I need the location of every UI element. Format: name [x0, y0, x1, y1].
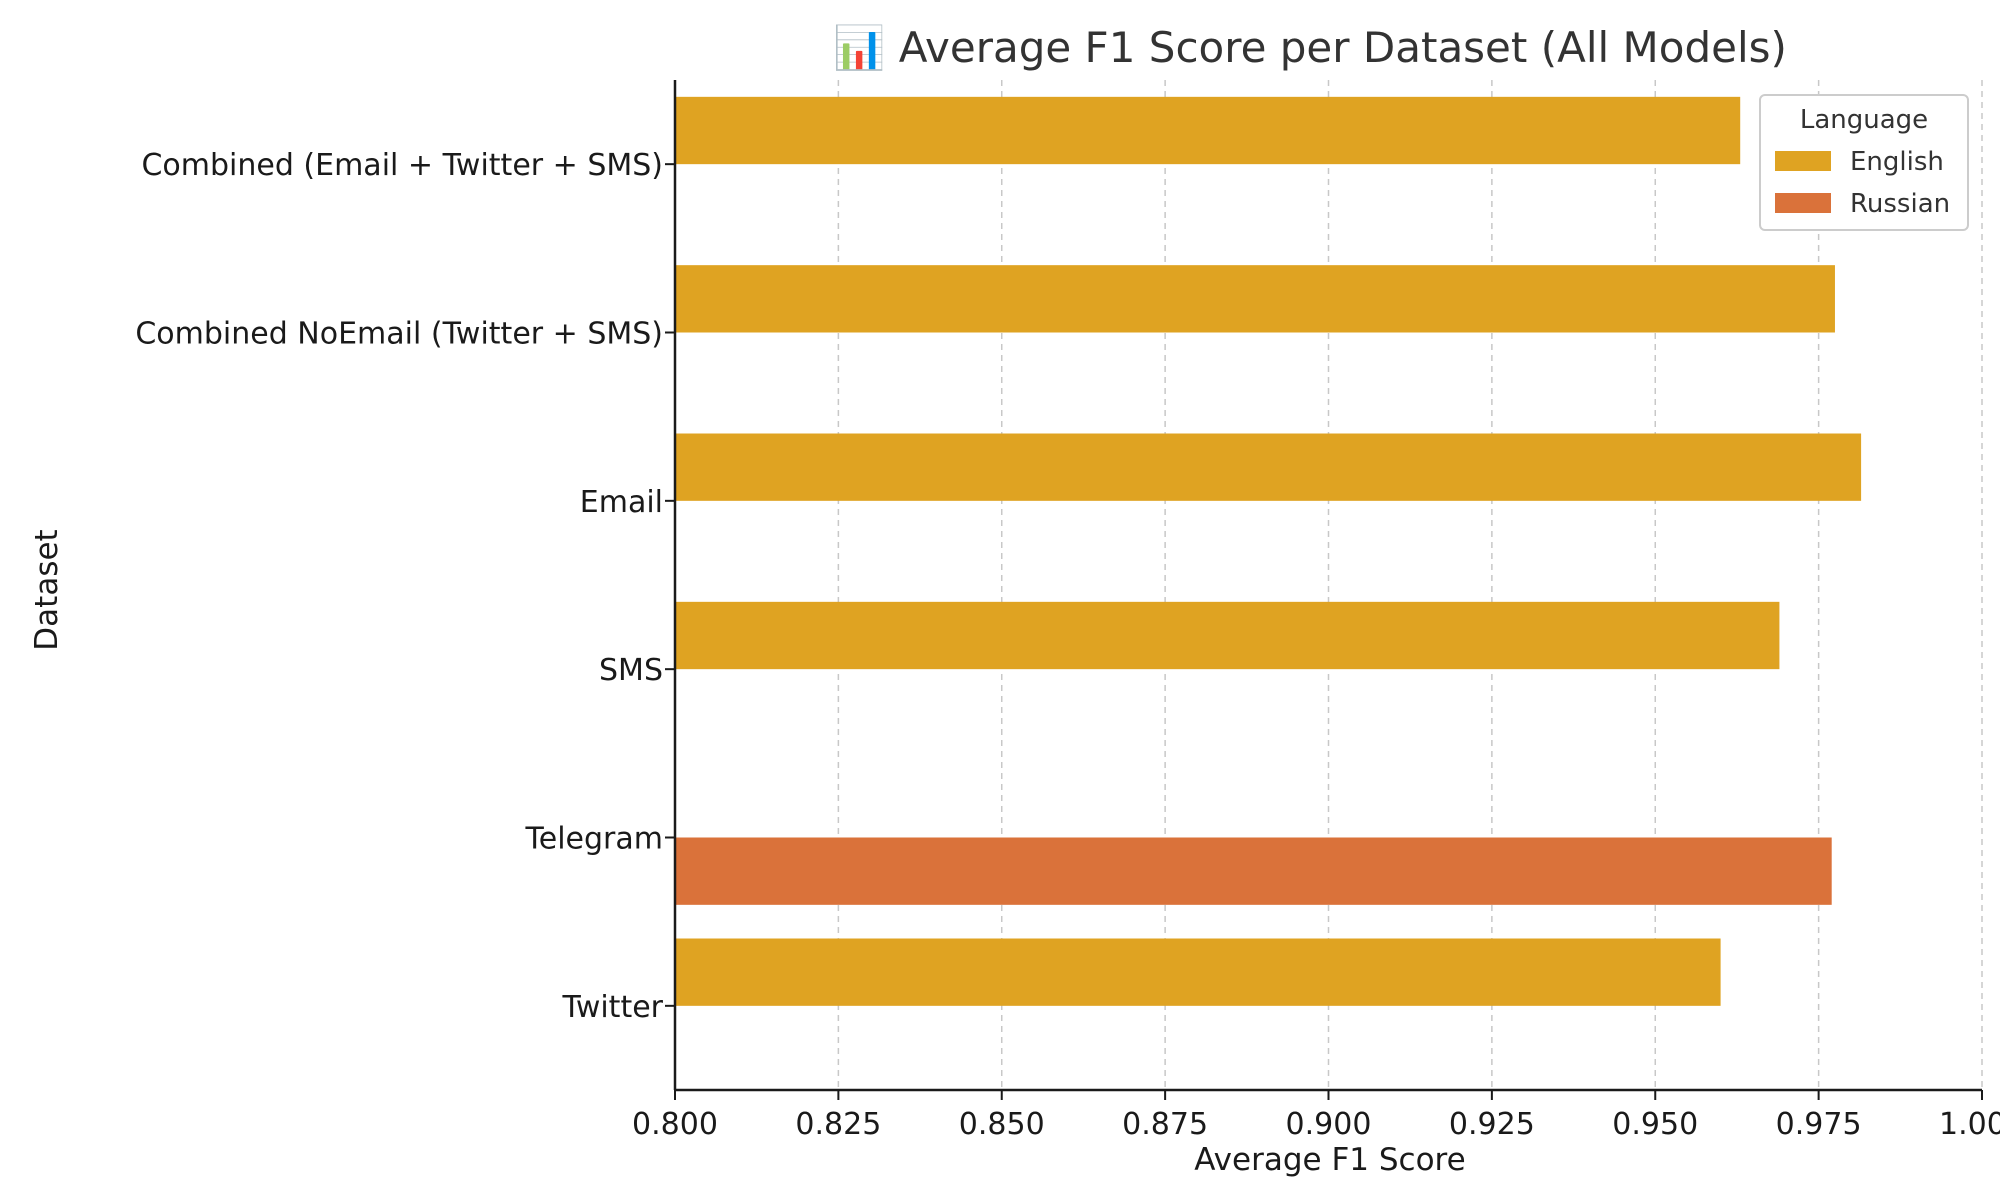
x-tick-label: 0.850	[959, 1107, 1045, 1142]
y-tick-label: Combined NoEmail (Twitter + SMS)	[135, 317, 663, 352]
y-axis-ticks: Combined (Email + Twitter + SMS) Combined…	[135, 148, 675, 1025]
legend-items: English Russian	[1775, 147, 1950, 219]
bar-english-2	[675, 433, 1862, 501]
y-axis-title: Dataset	[29, 529, 65, 650]
grid-lines	[674, 80, 1983, 1090]
bar-russian-4	[675, 837, 1832, 905]
legend-label-russian: Russian	[1850, 189, 1950, 219]
bar-english-5	[675, 938, 1721, 1006]
x-tick-label: 0.875	[1122, 1107, 1208, 1142]
legend-label-english: English	[1850, 147, 1944, 177]
bar-english-1	[675, 265, 1835, 333]
bar-english-3	[675, 601, 1780, 670]
legend-title: Language	[1800, 105, 1928, 135]
x-tick-label: 0.900	[1286, 1107, 1372, 1142]
legend-swatch-english	[1775, 151, 1831, 171]
chart-title: 📊 Average F1 Score per Dataset (All Mode…	[833, 23, 1787, 72]
x-axis-title: Average F1 Score	[1194, 1142, 1465, 1178]
x-tick-label: 0.975	[1776, 1107, 1862, 1142]
x-tick-label: 0.950	[1612, 1107, 1698, 1142]
y-tick-label: Email	[580, 485, 663, 520]
x-tick-label: 1.000	[1939, 1107, 2000, 1142]
y-tick-label: Telegram	[525, 822, 663, 857]
y-tick-label: Twitter	[561, 990, 663, 1025]
bar-english-0	[675, 96, 1741, 165]
y-tick-label: SMS	[599, 653, 663, 688]
x-tick-label: 0.825	[795, 1107, 881, 1142]
x-axis-ticks: 0.800 0.825 0.850 0.875 0.900 0.925 0.950 0.975…	[632, 1090, 2000, 1142]
bars	[675, 96, 1862, 1006]
y-tick-label: Combined (Email + Twitter + SMS)	[141, 148, 663, 183]
x-tick-label: 0.800	[632, 1107, 718, 1142]
legend: Language English Russian	[1759, 94, 1969, 231]
legend-swatch-russian	[1775, 193, 1831, 213]
x-tick-label: 0.925	[1449, 1107, 1535, 1142]
